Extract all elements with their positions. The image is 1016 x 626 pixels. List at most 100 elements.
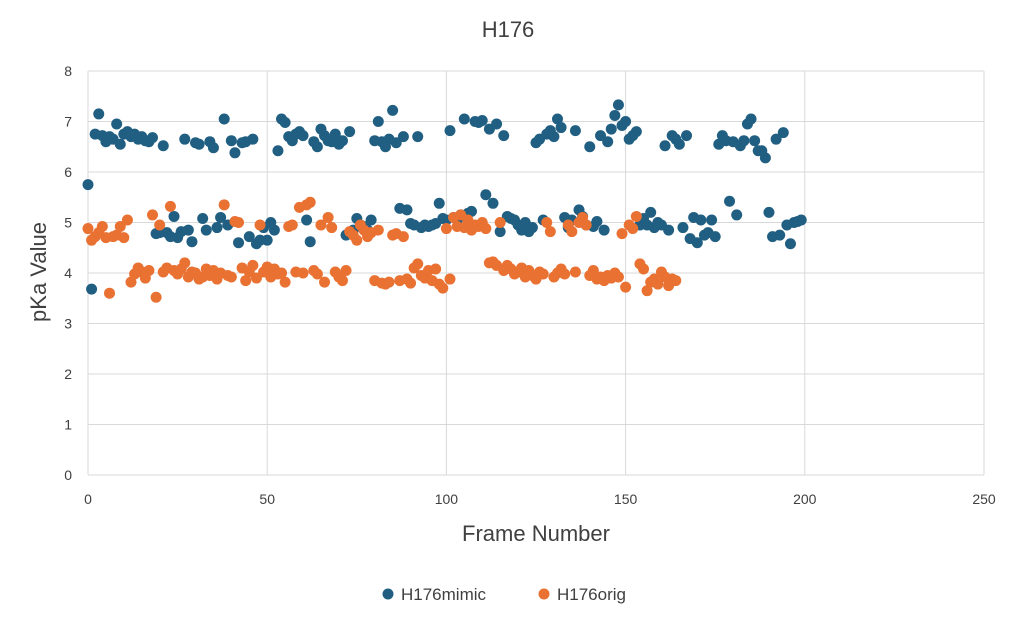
data-point [569,125,581,137]
data-point [326,222,338,234]
data-point [250,272,262,284]
data-point [147,132,159,144]
data-point [261,234,273,246]
data-point [612,99,624,111]
data-point [706,214,718,226]
y-tick-label: 7 [64,114,72,130]
data-point [304,236,316,248]
data-point [555,122,567,134]
data-point [297,130,309,142]
data-point [595,130,607,142]
data-point [487,197,499,209]
data-point [218,113,230,125]
data-point [286,219,298,231]
data-point [372,224,384,236]
data-point [405,277,417,289]
data-point [709,231,721,243]
data-point [491,118,503,130]
data-point [759,152,771,164]
data-point [598,224,610,236]
data-point [344,126,356,138]
data-point [82,223,94,235]
data-point [401,204,413,216]
data-point [552,113,564,125]
data-point [229,147,241,159]
data-point [243,231,255,243]
y-tick-label: 1 [64,417,72,433]
data-point [104,287,116,299]
data-point [745,113,757,125]
data-point [749,135,761,147]
data-point [440,223,452,235]
legend-label-h176mimic: H176mimic [401,585,487,604]
data-point [777,127,789,139]
data-point [200,224,212,236]
x-tick-label: 100 [435,491,459,507]
data-point [476,114,488,126]
data-point [397,231,409,243]
data-point [268,224,280,236]
data-point [412,131,424,143]
data-point [319,276,331,288]
data-point [681,130,693,142]
data-point [465,205,477,217]
data-point [458,113,470,125]
data-point [233,237,245,249]
data-point [254,219,266,231]
data-point [397,131,409,143]
data-point [691,237,703,249]
data-point [114,221,126,233]
data-point [724,195,736,207]
data-point [322,211,334,223]
data-point [494,217,506,228]
data-point [247,133,259,145]
data-point [240,275,252,287]
data-point [279,117,291,129]
data-point [620,281,632,293]
data-point [182,224,194,236]
data-point [279,276,291,288]
data-point [548,131,560,143]
data-point [150,291,162,303]
data-point [297,267,309,279]
data-point [763,206,775,218]
y-axis-label: pKa Value [26,222,51,322]
data-point [329,128,341,140]
data-point [154,219,166,231]
data-point [118,232,130,244]
chart-title: H176 [482,17,535,42]
data-point [444,273,456,285]
data-point [168,210,180,222]
data-point [559,268,571,280]
data-point [695,214,707,226]
data-point [616,228,628,240]
data-point [197,212,209,224]
data-point [225,271,237,283]
data-point [315,219,327,231]
data-point [566,226,578,238]
x-tick-label: 250 [972,491,996,507]
y-tick-label: 8 [64,63,72,79]
data-point [225,135,237,147]
data-point [641,285,653,297]
data-point [179,133,191,145]
data-point [218,199,230,211]
data-point [652,278,664,290]
data-point [186,236,198,248]
data-point [340,264,352,276]
data-point [272,145,284,157]
data-point [731,209,743,221]
data-point [526,222,538,234]
data-point [412,258,424,270]
data-point [587,264,599,276]
data-point [673,138,685,150]
data-point [114,138,126,150]
data-point [480,223,492,235]
data-point [544,226,556,238]
data-point [233,217,245,228]
data-point [584,141,596,153]
data-point [645,206,657,218]
data-point [770,133,782,145]
y-tick-label: 4 [64,265,72,281]
